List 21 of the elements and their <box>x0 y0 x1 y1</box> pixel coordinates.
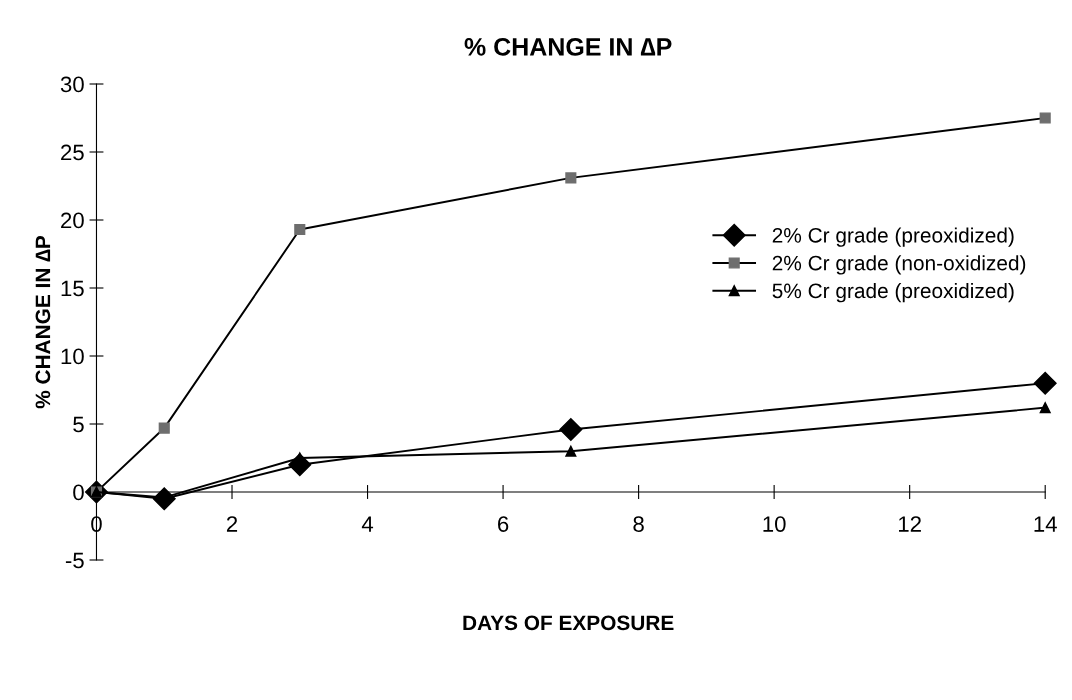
legend-label: 5% Cr grade (preoxidized) <box>772 282 1014 303</box>
y-tick-label: 30 <box>60 76 84 93</box>
y-tick-label: -5 <box>65 552 84 569</box>
x-tick-label: 12 <box>899 516 921 532</box>
y-tick-label: 25 <box>61 144 84 161</box>
y-tick-label: 5 <box>73 416 84 433</box>
chart-title: % CHANGE IN ∆P <box>464 38 672 56</box>
y-tick-label: 15 <box>61 280 84 297</box>
legend-label: 2% Cr grade (non-oxidized) <box>772 255 1026 275</box>
x-axis-title: DAYS OF EXPOSURE <box>463 615 674 631</box>
x-tick-label: 2 <box>226 516 238 532</box>
x-tick-label: 4 <box>361 516 374 532</box>
y-axis-title: % CHANGE IN ∆P <box>35 235 51 409</box>
x-tick-label: 6 <box>498 516 509 532</box>
y-tick-label: 0 <box>73 484 84 501</box>
x-tick-label: 8 <box>633 516 644 532</box>
x-tick-label: 10 <box>763 516 786 532</box>
x-tick-label: 14 <box>1034 516 1057 532</box>
legend-label: 2% Cr grade (preoxidized) <box>772 227 1014 247</box>
y-tick-label: 20 <box>61 212 84 229</box>
y-tick-label: 10 <box>61 348 84 365</box>
